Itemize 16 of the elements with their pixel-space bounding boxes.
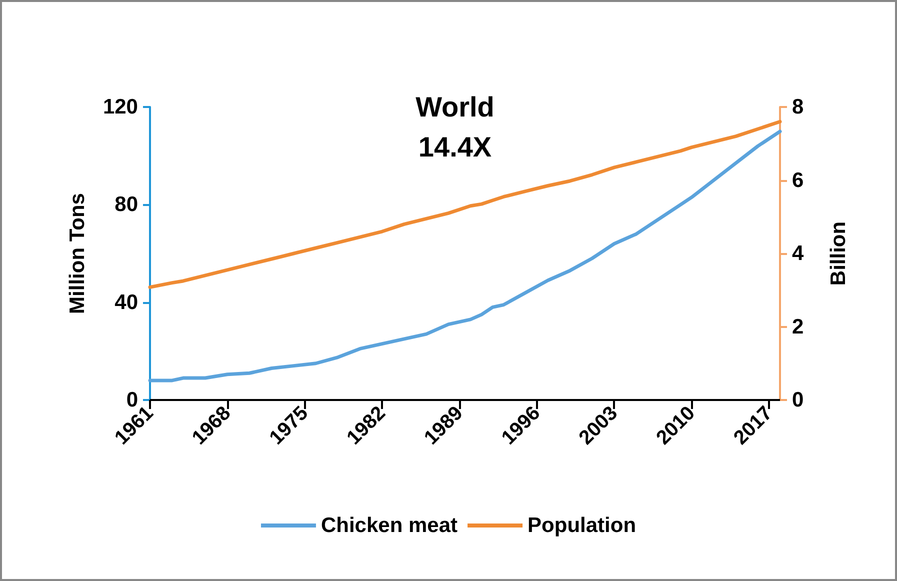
y2-tick-label: 0 <box>792 388 804 412</box>
y2-tick-label: 6 <box>792 168 804 192</box>
y-tick-label: 0 <box>126 388 138 412</box>
y2-tick-label: 8 <box>792 96 804 118</box>
y-tick-label: 120 <box>102 96 138 118</box>
line-series <box>148 130 782 382</box>
y-axis-title: Million Tons <box>66 193 89 314</box>
y-tick-label: 80 <box>114 193 138 216</box>
line-series <box>148 120 782 289</box>
y2-axis-title: Billion <box>827 221 850 286</box>
chart-title: World 14.4X <box>416 92 494 162</box>
legend-label: Population <box>528 514 636 537</box>
y-tick-label: 40 <box>114 290 138 314</box>
y2-tick-label: 2 <box>792 315 804 338</box>
legend-label: Chicken meat <box>320 514 458 537</box>
y2-tick-label: 4 <box>792 242 804 265</box>
